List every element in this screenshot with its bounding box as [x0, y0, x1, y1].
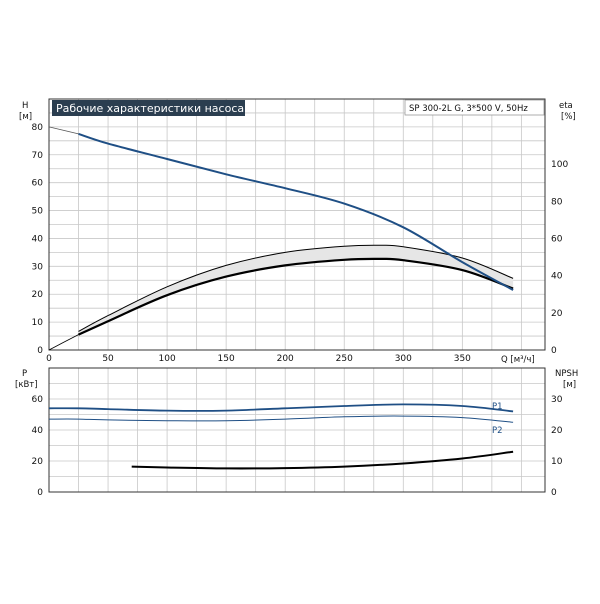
bottom-left-ticks: 0 20 40 60	[32, 395, 44, 498]
head-tick-label: 50	[32, 207, 44, 217]
power-tick-label: 0	[37, 488, 43, 498]
x-tick-label: 200	[277, 354, 294, 364]
eta-tick-label: 80	[551, 197, 563, 207]
bottom-grid	[49, 368, 545, 492]
x-tick-label: 250	[336, 354, 353, 364]
head-tick-label: 30	[32, 262, 44, 272]
npsh-axis-label: NPSH	[555, 369, 578, 379]
x-tick-label: 300	[395, 354, 412, 364]
head-efficiency-plot: 0 50 100 150 200 250 300 350 01020304050607080 …	[19, 98, 576, 365]
efficiency-curve-upper	[78, 244, 514, 332]
head-curve	[78, 132, 514, 291]
top-right-ticks: 0 20 40 60 80 100	[551, 160, 568, 356]
power-curve-p1	[48, 403, 514, 413]
top-x-ticks: 0 50 100 150 200 250 300 350	[46, 354, 471, 364]
x-tick-label: 100	[159, 354, 176, 364]
bottom-plot-frame	[48, 367, 546, 493]
chart-title: Рабочие характеристики насоса	[56, 102, 244, 115]
npsh-tick-label: 10	[551, 457, 563, 467]
power-tick-label: 20	[32, 457, 44, 467]
efficiency-band	[78, 245, 514, 335]
npsh-tick-label: 0	[551, 488, 557, 498]
top-plot-frame	[48, 98, 546, 351]
eta-tick-label: 20	[551, 309, 563, 319]
bottom-right-ticks: 0 10 20 30	[551, 395, 563, 498]
head-axis-label: H	[22, 101, 28, 111]
efficiency-curve	[78, 257, 514, 336]
head-tick-label: 70	[32, 151, 44, 161]
eta-tick-label: 40	[551, 272, 563, 282]
npsh-axis-unit: [м]	[563, 380, 576, 390]
top-left-ticks: 0 10 20 30 40 50 60 70 80	[32, 123, 44, 356]
power-axis-unit: [кВт]	[15, 380, 38, 390]
x-tick-label: 0	[46, 354, 52, 364]
series-label-p1: P1	[492, 402, 503, 412]
eta-tick-label: 0	[551, 346, 557, 356]
power-axis-label: P	[22, 369, 27, 379]
head-tick-label: 40	[32, 234, 44, 244]
eta-tick-label: 100	[551, 160, 568, 170]
bottom-series	[48, 403, 514, 470]
head-curve-extension	[48, 126, 79, 135]
top-grid	[49, 99, 545, 350]
power-tick-label: 60	[32, 395, 44, 405]
eta-tick-label: 60	[551, 234, 563, 244]
npsh-tick-label: 20	[551, 426, 563, 436]
efficiency-curve-extension	[48, 334, 79, 351]
model-box	[404, 99, 545, 116]
power-tick-label: 40	[32, 426, 44, 436]
x-tick-label: 150	[218, 354, 235, 364]
head-axis-unit: [м]	[19, 112, 32, 122]
power-curve-p2	[48, 415, 514, 423]
eta-axis-label: eta	[559, 101, 573, 111]
flow-axis-label: Q [м³/ч]	[501, 355, 535, 365]
head-tick-label: 10	[32, 318, 44, 328]
npsh-curve	[131, 450, 514, 470]
eta-axis-unit: [%]	[561, 112, 576, 122]
x-tick-label: 50	[102, 354, 114, 364]
x-tick-label: 350	[454, 354, 471, 364]
series-label-p2: P2	[492, 426, 503, 436]
model-label: SP 300-2L G, 3*500 V, 50Hz	[409, 104, 528, 114]
title-box	[52, 100, 245, 116]
power-npsh-plot: 0 20 40 60 0 10 20 30 P [кВт] NPSH [м] P1 P2	[15, 367, 578, 498]
head-tick-label: 60	[32, 179, 44, 189]
top-series	[48, 126, 514, 351]
head-tick-label: 80	[32, 123, 44, 133]
head-tick-label: 20	[32, 290, 44, 300]
npsh-tick-label: 30	[551, 395, 563, 405]
head-tick-label: 0	[37, 346, 43, 356]
